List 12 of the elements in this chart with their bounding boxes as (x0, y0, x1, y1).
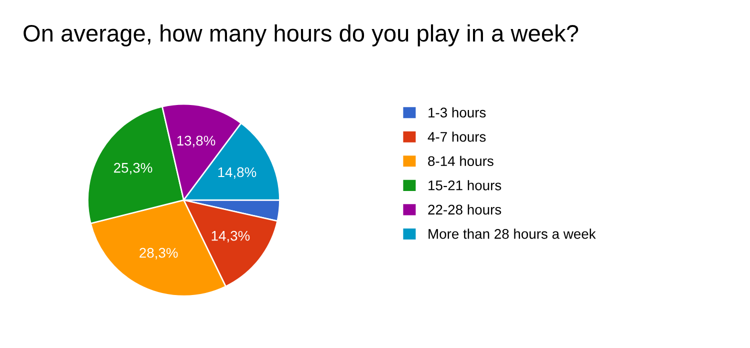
data-label: 14,3% (212, 230, 250, 242)
legend-label: More than 28 hours a week (428, 228, 596, 239)
data-label: 14,8% (218, 167, 256, 179)
legend-label: 15-21 hours (428, 180, 502, 190)
chart-title: On average, how many hours do you play in a week? (24, 24, 578, 46)
data-label: 28,3% (140, 248, 178, 260)
legend-label: 8-14 hours (428, 156, 494, 166)
data-label: 13,8% (177, 136, 216, 148)
legend-label: 4-7 hours (428, 132, 486, 142)
data-label: 25,3% (114, 162, 152, 174)
legend-label: 1-3 hours (428, 107, 486, 118)
legend-label: 22-28 hours (428, 204, 502, 215)
